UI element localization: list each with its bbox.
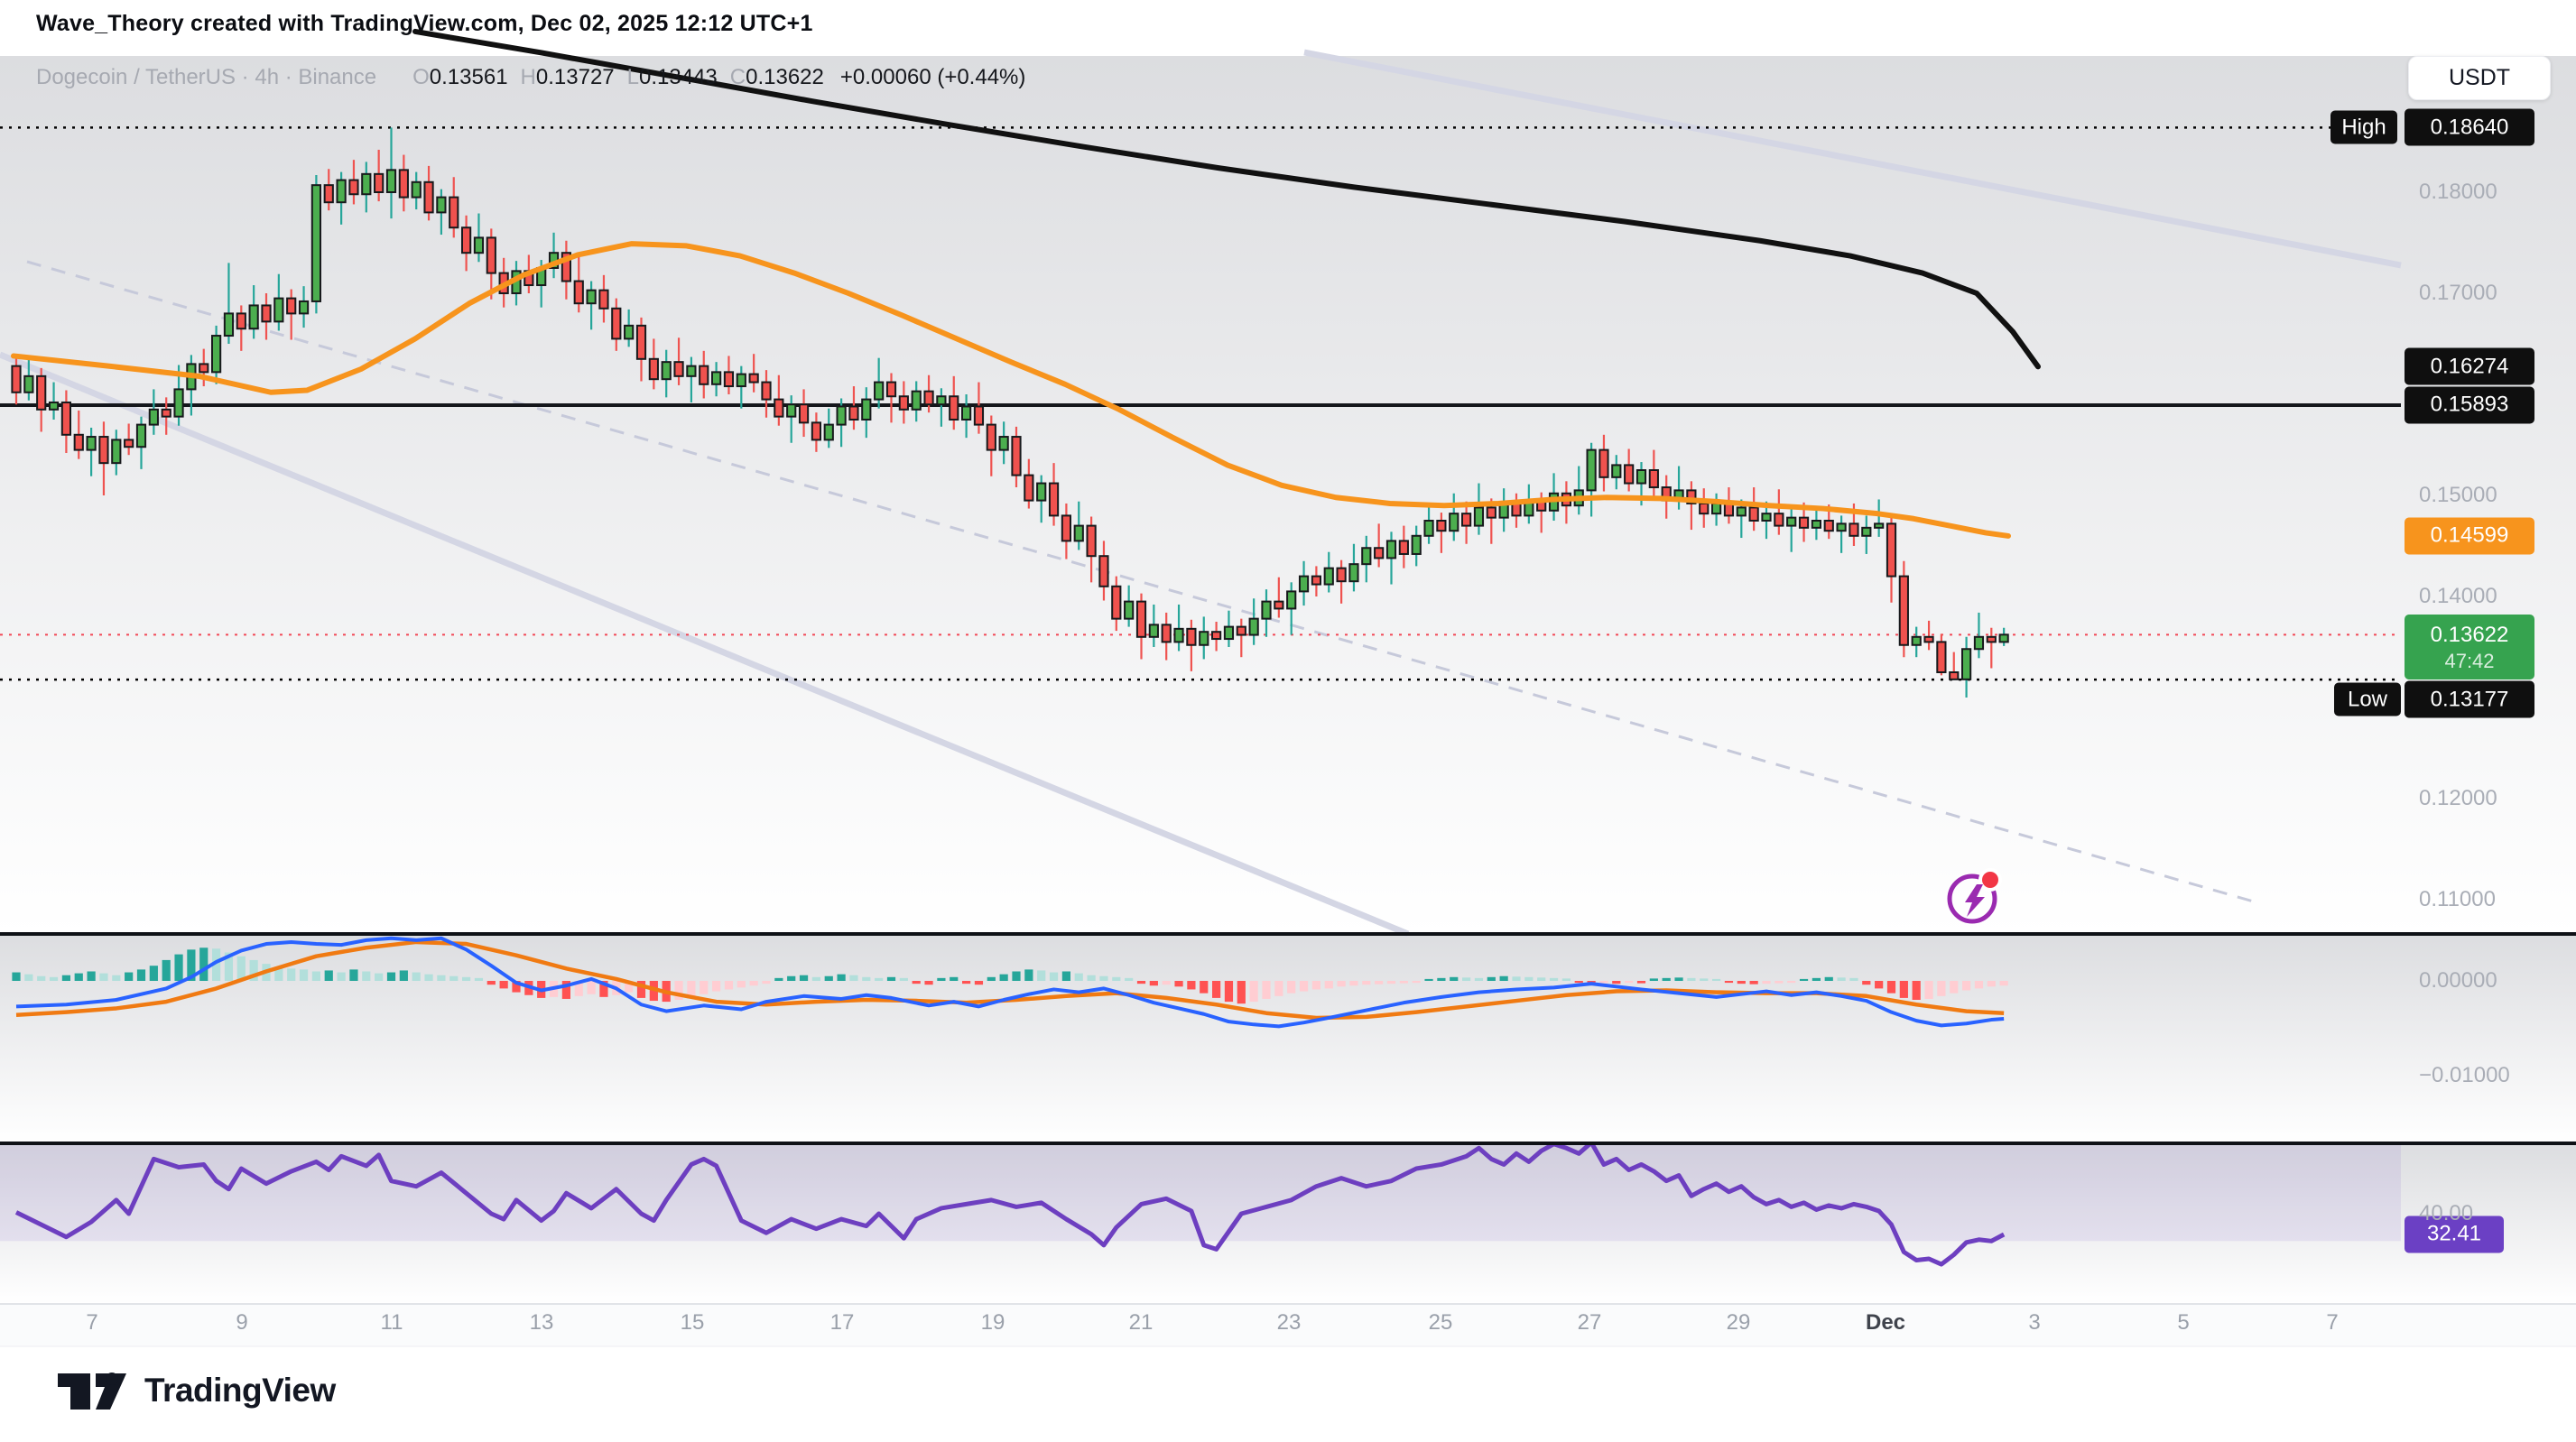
price-tick-label: 0.18000 [2419, 180, 2497, 204]
symbol-description: Dogecoin / TetherUS · 4h · Binance [36, 65, 377, 89]
low-label: L [626, 65, 640, 89]
trend-line[interactable] [26, 260, 2257, 904]
open-label: O [412, 65, 430, 89]
notification-dot-icon [1982, 872, 1998, 888]
rsi-pane-bg [0, 1143, 2576, 1304]
rsi-indicator [14, 1145, 2006, 1267]
close-value: 0.13622 [746, 65, 824, 89]
rsi-tick-label: 40.00 [2419, 1201, 2474, 1225]
price-axis[interactable] [2401, 56, 2576, 1304]
pane-divider[interactable] [0, 932, 2576, 936]
lightning-bolt-icon [1965, 884, 1985, 917]
change-value: +0.00060 (+0.44%) [839, 65, 1026, 89]
tradingview-logo-text: TradingView [144, 1372, 336, 1409]
low-price-badge: 0.13177 [2405, 680, 2534, 718]
flash-alert-icon[interactable] [1942, 864, 2006, 928]
time-axis-label: 15 [680, 1310, 705, 1335]
symbol-legend: Dogecoin / TetherUS · 4h · Binance O0.135… [36, 65, 1025, 90]
price-tick-label: 0.12000 [2419, 786, 2497, 810]
time-axis-label: 23 [1276, 1310, 1302, 1335]
ma-long-line[interactable] [412, 28, 2041, 370]
high-label: H [520, 65, 536, 89]
high-price-badge: 0.18640 [2405, 108, 2534, 146]
low-price-label: Low [2334, 682, 2401, 716]
level-value-badge: 0.15893 [2405, 386, 2534, 424]
time-axis-label: 21 [1128, 1310, 1154, 1335]
time-axis-label: 5 [2177, 1310, 2190, 1335]
watermark-title: Wave_Theory created with TradingView.com… [36, 11, 813, 36]
time-axis-label: 25 [1428, 1310, 1453, 1335]
high-price-label: High [2330, 110, 2397, 144]
ma-long-value-badge: 0.16274 [2405, 347, 2534, 385]
candlestick-series [11, 127, 2009, 698]
time-axis-label: 13 [529, 1310, 554, 1335]
time-axis-label: 3 [2028, 1310, 2041, 1335]
last-price-badge: 0.13622 47:42 [2405, 615, 2534, 680]
time-axis-label: 17 [829, 1310, 855, 1335]
rsi-value-badge: 32.41 [2405, 1216, 2504, 1253]
rsi-band [0, 1143, 2401, 1242]
time-axis-label: 9 [236, 1310, 248, 1335]
price-tick-label: 0.17000 [2419, 281, 2497, 305]
high-value: 0.13727 [535, 65, 615, 89]
time-axis-label: 7 [86, 1310, 98, 1335]
macd-pane-bg [0, 934, 2576, 1143]
time-axis-label: 19 [980, 1310, 1005, 1335]
time-axis-label: 11 [380, 1310, 403, 1335]
rsi-pane[interactable] [0, 1143, 2401, 1304]
last-price-value: 0.13622 [2430, 622, 2509, 647]
price-tick-label: 0.14000 [2419, 584, 2497, 608]
tradingview-logo-icon [58, 1373, 126, 1410]
price-pane[interactable] [0, 56, 2401, 934]
flash-circle [1947, 874, 1997, 924]
time-axis-label: Dec [1865, 1310, 1906, 1335]
tradingview-logo[interactable]: TradingView [58, 1368, 336, 1413]
price-tick-label: 0.11000 [2419, 887, 2496, 911]
close-label: C [729, 65, 746, 89]
low-value: 0.13443 [639, 65, 718, 89]
time-axis-label: 29 [1726, 1310, 1751, 1335]
trend-line[interactable] [1303, 49, 2402, 269]
macd-tick-label: −0.01000 [2419, 1063, 2510, 1087]
pane-divider[interactable] [0, 1142, 2576, 1145]
time-axis-label: 27 [1577, 1310, 1602, 1335]
price-tick-label: 0.15000 [2419, 483, 2497, 507]
trend-line[interactable] [0, 351, 1410, 938]
macd-pane[interactable] [0, 934, 2401, 1143]
ma-short-value-badge: 0.14599 [2405, 517, 2534, 555]
macd-indicator [12, 936, 2008, 1029]
ma-short-line[interactable] [11, 241, 2011, 539]
time-axis-label: 7 [2326, 1310, 2339, 1335]
currency-toggle-button[interactable]: USDT [2408, 56, 2551, 100]
time-axis-bg [0, 1304, 2576, 1346]
bar-countdown: 47:42 [2444, 649, 2495, 672]
open-value: 0.13561 [429, 65, 508, 89]
title-strip [0, 0, 2576, 56]
macd-tick-label: 0.00000 [2419, 968, 2497, 993]
